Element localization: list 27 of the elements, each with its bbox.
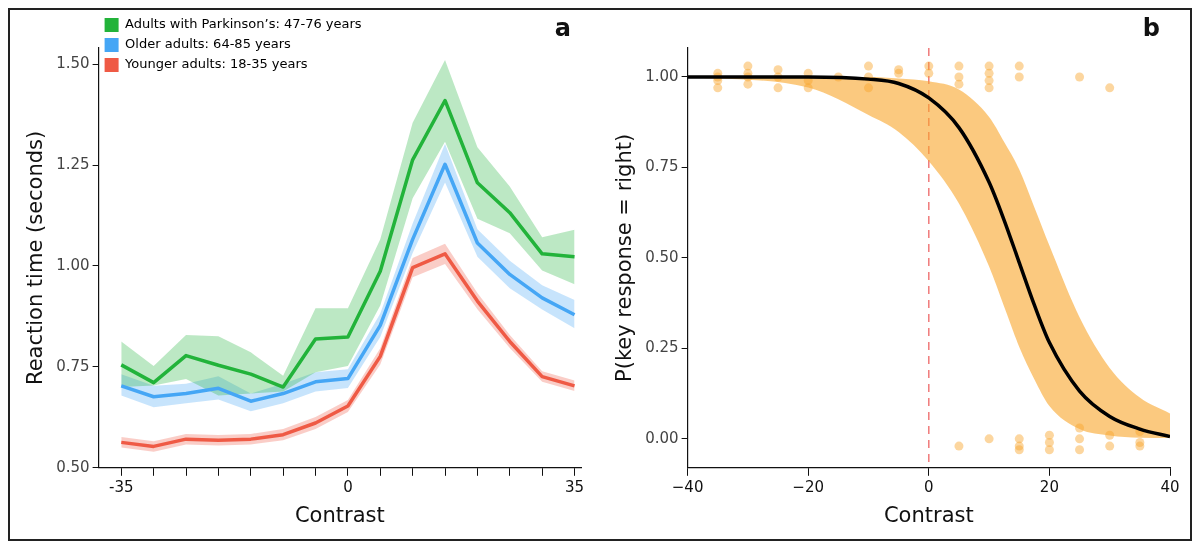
y-tick-label: 0.25: [645, 338, 679, 357]
y-tick-label: 0.00: [645, 428, 679, 447]
y-tick-label: 0.50: [645, 247, 679, 266]
y-tick-label: 1.00: [56, 255, 90, 274]
y-tick-label: 1.00: [645, 66, 679, 85]
x-tick-label: 35: [564, 477, 585, 496]
x-tick-label: 0: [924, 477, 934, 496]
x-tick-label: −40: [671, 477, 704, 496]
legend-label: Adults with Parkinson’s: 47-76 years: [125, 16, 362, 32]
x-tick-label: 0: [343, 477, 353, 496]
x-axis-title: Contrast: [294, 502, 385, 527]
y-tick-label: 0.75: [56, 356, 90, 375]
text: b: [1142, 14, 1160, 43]
x-tick-label: -35: [109, 477, 134, 496]
legend-label: Younger adults: 18-35 years: [124, 56, 308, 72]
y-tick-label: 0.75: [645, 157, 679, 176]
y-axis-title: P(key response = right): [612, 133, 637, 382]
legend-label: Older adults: 64-85 years: [125, 36, 292, 52]
y-tick-label: 1.50: [56, 54, 90, 73]
x-tick-label: 40: [1160, 477, 1180, 496]
y-tick-label: 0.50: [56, 457, 90, 476]
y-axis-title: Reaction time (seconds): [23, 130, 48, 386]
text: a: [554, 14, 571, 43]
x-tick-label: 20: [1039, 477, 1059, 496]
x-axis-title: Contrast: [883, 502, 974, 527]
x-tick-label: −20: [792, 477, 825, 496]
y-tick-label: 1.25: [56, 154, 90, 173]
